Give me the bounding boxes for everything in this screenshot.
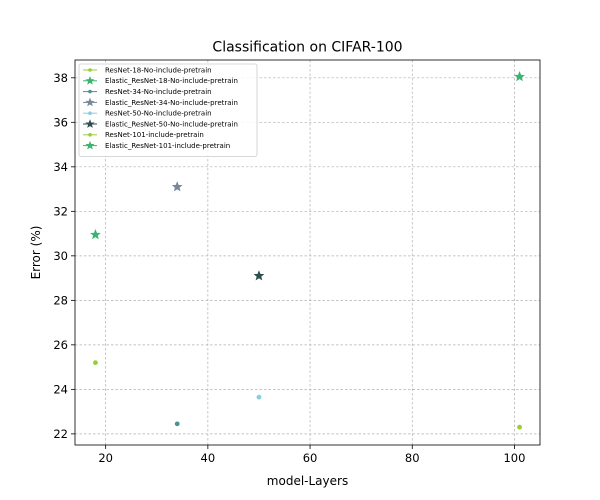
data-points — [90, 71, 525, 430]
y-tick-label: 22 — [53, 427, 68, 441]
data-point — [253, 270, 265, 281]
legend-label: ResNet-50-No-include-pretrain — [105, 110, 212, 118]
y-tick-label: 36 — [53, 115, 68, 129]
y-axis: 22 24 26 28 30 32 34 36 38 — [53, 71, 75, 441]
legend-marker — [88, 89, 92, 94]
y-tick-label: 24 — [53, 382, 68, 396]
data-point — [90, 229, 101, 240]
y-tick-label: 34 — [53, 160, 68, 174]
y-tick-label: 38 — [53, 71, 68, 85]
legend: ResNet-18-No-include-pretrain Elastic_Res… — [78, 63, 258, 157]
y-axis-label: Error (%) — [29, 226, 43, 280]
plot-frame — [74, 59, 541, 446]
data-point — [517, 424, 522, 430]
legend-marker — [88, 68, 92, 72]
legend-box — [78, 63, 258, 157]
legend-marker — [85, 76, 95, 85]
legend-marker — [85, 97, 95, 107]
legend-label: ResNet-34-No-include-pretrain — [105, 88, 212, 96]
x-tick-label: 100 — [503, 451, 525, 465]
legend-marker — [85, 119, 95, 128]
x-axis: 20 40 60 80 100 — [98, 445, 525, 465]
legend-label: Elastic_ResNet-50-No-include-pretrain — [105, 120, 238, 128]
data-point — [256, 394, 262, 400]
legend-label: ResNet-101-include-pretrain — [105, 131, 204, 139]
data-point — [174, 421, 180, 427]
data-point — [514, 71, 525, 82]
data-point — [93, 360, 98, 366]
x-axis-label: model-Layers — [267, 474, 348, 488]
data-point — [171, 181, 183, 192]
y-tick-label: 30 — [53, 249, 68, 263]
chart-title: Classification on CIFAR-100 — [212, 40, 402, 56]
y-tick-label: 28 — [53, 293, 68, 307]
y-tick-label: 32 — [53, 204, 68, 218]
y-tick-label: 26 — [53, 338, 68, 352]
legend-marker — [88, 133, 92, 137]
legend-label: Elastic_ResNet-18-No-include-pretrain — [105, 77, 238, 85]
x-tick-label: 20 — [98, 451, 113, 465]
legend-label: Elastic_ResNet-101-include-pretrain — [105, 142, 230, 150]
legend-label: Elastic_ResNet-34-No-include-pretrain — [105, 99, 238, 107]
x-tick-label: 40 — [201, 451, 216, 465]
legend-label: ResNet-18-No-include-pretrain — [105, 66, 212, 74]
legend-marker — [85, 140, 95, 150]
x-tick-label: 80 — [405, 451, 420, 465]
x-tick-label: 60 — [303, 451, 318, 465]
legend-marker — [88, 111, 92, 115]
